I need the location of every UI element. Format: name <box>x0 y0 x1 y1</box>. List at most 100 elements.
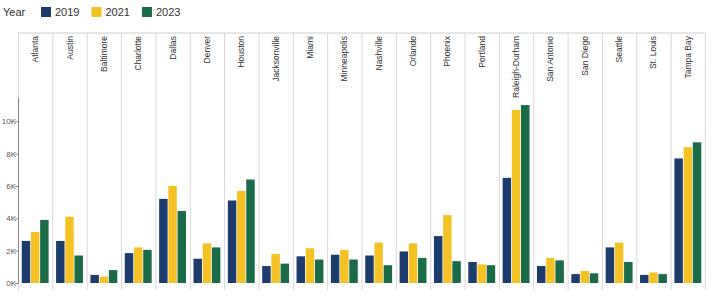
category-label: San Antonio <box>545 36 555 82</box>
bar <box>418 258 426 283</box>
category-label: Houston <box>236 36 246 68</box>
legend-label: 2023 <box>156 6 180 18</box>
bar <box>134 247 142 283</box>
bar <box>409 243 417 283</box>
y-axis-line <box>18 98 19 284</box>
bar <box>331 255 339 283</box>
bar <box>31 232 39 283</box>
column-separator <box>533 33 534 290</box>
y-tick: 4K <box>6 214 18 223</box>
bar <box>271 254 279 283</box>
bar <box>365 256 373 283</box>
category-label: Tampa Bay <box>683 35 693 78</box>
y-tick-label: 2K <box>6 247 16 256</box>
legend-swatch <box>91 7 101 17</box>
bar <box>56 241 64 283</box>
bar <box>340 250 348 283</box>
bar <box>615 243 623 283</box>
bar <box>581 271 589 283</box>
bar <box>503 178 511 283</box>
bar <box>262 266 270 283</box>
bar <box>74 256 82 283</box>
bar <box>109 270 117 283</box>
bar <box>281 264 289 283</box>
bar <box>400 251 408 283</box>
category-label: Denver <box>202 36 212 64</box>
bar <box>571 274 579 283</box>
bar <box>693 142 701 283</box>
category-label: Seattle <box>614 36 624 63</box>
bar <box>590 273 598 283</box>
bar <box>40 220 48 283</box>
bar <box>297 256 305 283</box>
category-label: Phoenix <box>442 35 452 66</box>
bar <box>159 199 167 283</box>
bar <box>193 259 201 283</box>
category-label: Raleigh-Durham <box>511 36 521 98</box>
bar <box>452 261 460 283</box>
y-tick: 6K <box>6 182 18 191</box>
bar <box>658 274 666 283</box>
bar-series <box>22 158 683 283</box>
column-separator <box>87 33 88 290</box>
category-label: Orlando <box>408 36 418 67</box>
category-label: Baltimore <box>99 36 109 72</box>
column-separator <box>362 33 363 290</box>
column-separator <box>465 33 466 290</box>
y-tick: 2K <box>6 247 18 256</box>
category-label: Minneapolis <box>339 36 349 81</box>
bar <box>512 110 520 283</box>
bar <box>90 275 98 283</box>
y-tick-label: 10K <box>2 117 17 126</box>
column-separator <box>568 33 569 290</box>
y-tick: 8K <box>6 150 18 159</box>
category-label: St. Louis <box>648 36 658 69</box>
category-label: Charlotte <box>133 36 143 71</box>
column-separator <box>224 33 225 290</box>
bar <box>640 275 648 283</box>
category-label: Nashville <box>374 36 384 71</box>
chart: 0K2K4K6K8K10KAtlantaAustinBaltimoreCharl… <box>0 0 720 295</box>
column-separators <box>18 33 706 290</box>
legend-swatch <box>41 7 51 17</box>
category-labels: AtlantaAustinBaltimoreCharlotteDallasDen… <box>30 35 693 98</box>
column-separator <box>121 33 122 290</box>
bar <box>546 258 554 283</box>
bar <box>684 147 692 283</box>
bar <box>477 264 485 283</box>
bar <box>125 253 133 283</box>
category-label: Atlanta <box>30 36 40 63</box>
bar <box>384 265 392 283</box>
bar <box>487 265 495 283</box>
column-separator <box>52 33 53 290</box>
category-label: Miami <box>305 36 315 59</box>
legend-label: 2019 <box>55 6 79 18</box>
column-separator <box>602 33 603 290</box>
bar <box>649 272 657 283</box>
category-label: Portland <box>477 36 487 68</box>
bar-series <box>31 110 692 283</box>
bar <box>143 250 151 283</box>
y-tick-label: 4K <box>6 214 16 223</box>
column-separator <box>705 33 706 290</box>
bar <box>349 260 357 283</box>
bar <box>237 191 245 283</box>
y-tick-label: 6K <box>6 182 16 191</box>
bar <box>521 105 529 283</box>
column-separator <box>396 33 397 290</box>
y-tick-label: 8K <box>6 150 16 159</box>
y-axis: 0K 2K 4K 6K 8K 10K <box>2 98 19 289</box>
bar <box>468 262 476 283</box>
bar <box>65 217 73 283</box>
bar <box>606 247 614 283</box>
bar <box>203 243 211 283</box>
bar <box>212 247 220 283</box>
category-label: Dallas <box>168 36 178 60</box>
bar <box>555 260 563 283</box>
y-tick: 0K <box>6 279 18 288</box>
column-separator <box>190 33 191 290</box>
legend-swatch <box>142 7 152 17</box>
category-label: Jacksonville <box>271 36 281 82</box>
bar <box>178 211 186 283</box>
bar <box>624 262 632 283</box>
